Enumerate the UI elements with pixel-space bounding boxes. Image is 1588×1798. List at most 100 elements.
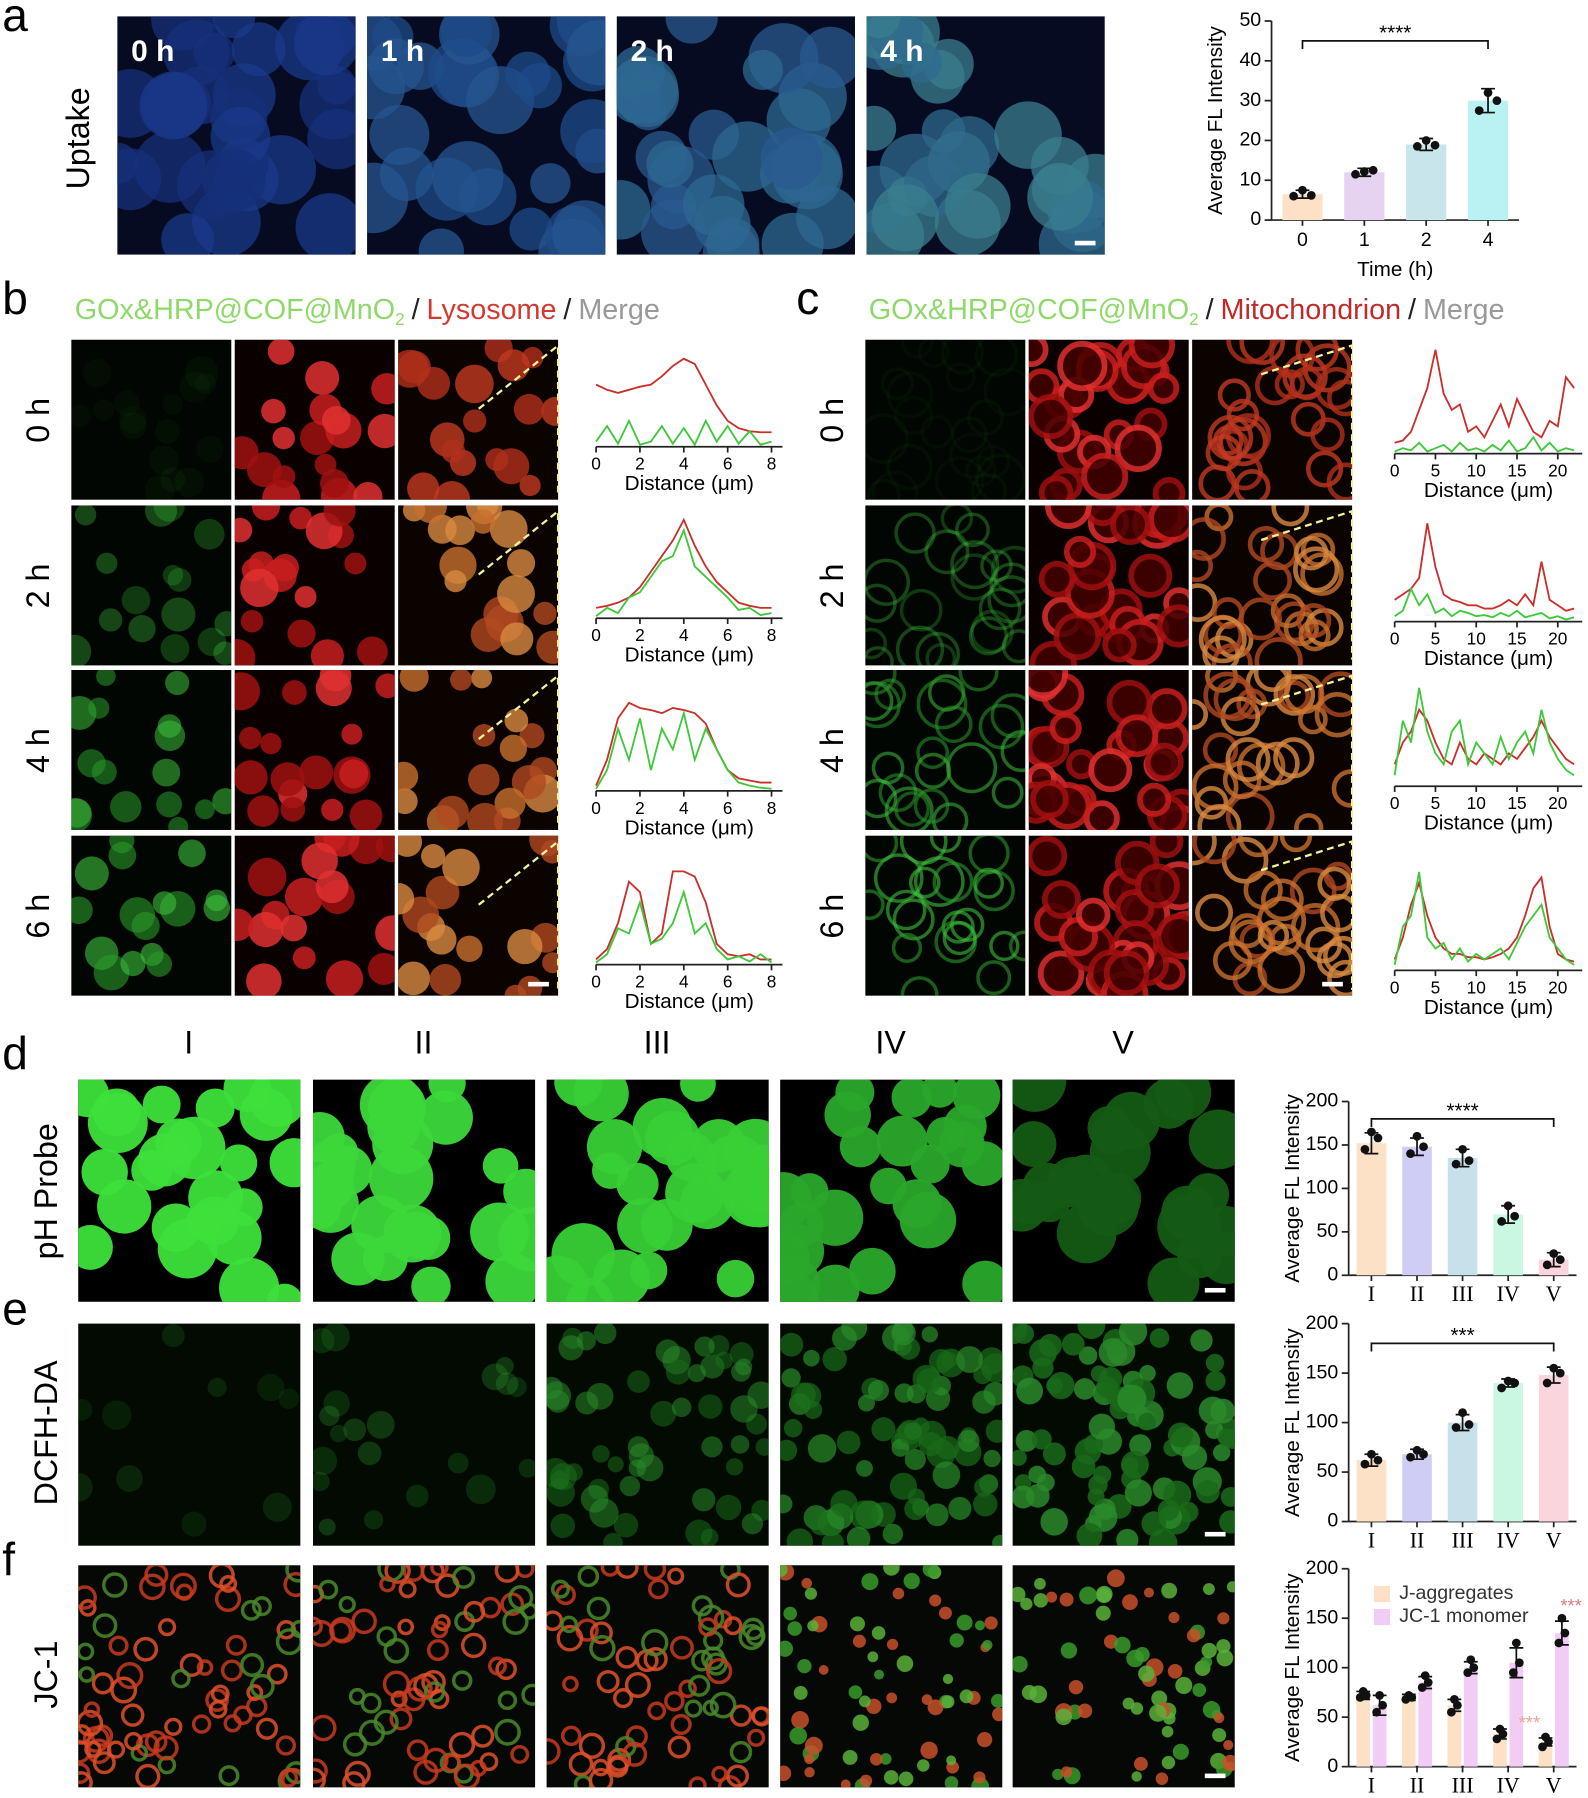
- image-background: [865, 505, 1026, 666]
- cell: [398, 883, 415, 915]
- column-label: IV: [875, 1025, 906, 1061]
- cell: [1013, 1323, 1034, 1344]
- cell: [497, 349, 530, 382]
- cell: [329, 1424, 348, 1443]
- cell: [398, 1580, 417, 1599]
- cell: [1257, 919, 1290, 952]
- profile-line: [1394, 586, 1575, 621]
- x-tick-label: II: [1410, 1773, 1425, 1797]
- cell: [1175, 1676, 1193, 1694]
- data-point: [1360, 1144, 1370, 1154]
- cell: [144, 475, 175, 500]
- x-tick-label: I: [1368, 1773, 1375, 1797]
- cells: [866, 16, 1105, 255]
- cell: [977, 1347, 1003, 1375]
- cell: [901, 42, 942, 84]
- profile-line: [1393, 707, 1575, 766]
- cell: [990, 693, 1026, 739]
- cell: [976, 960, 1012, 996]
- cell: [934, 456, 985, 500]
- cell: [1226, 1581, 1235, 1593]
- cell: [1216, 1649, 1234, 1667]
- cell: [162, 564, 184, 586]
- cell: [231, 22, 286, 77]
- cell: [925, 1503, 949, 1527]
- micrograph: [1028, 505, 1189, 666]
- x-tick-label: 0: [1390, 461, 1400, 481]
- micrograph: [234, 505, 395, 666]
- cell: [406, 1216, 451, 1260]
- cell: [1225, 737, 1271, 783]
- cell: [1155, 1772, 1169, 1785]
- cell: [576, 1331, 596, 1351]
- cell: [982, 1639, 993, 1651]
- legend-part: /: [563, 294, 571, 326]
- micrograph: [1028, 339, 1189, 500]
- cell: [865, 670, 897, 696]
- cell: [684, 1699, 703, 1718]
- cell: [1083, 1434, 1104, 1454]
- cell: [669, 1635, 694, 1660]
- x-tick-label: 2: [1421, 229, 1432, 251]
- x-tick-label: 6: [723, 625, 733, 645]
- cell: [453, 1763, 481, 1788]
- cell: [500, 622, 534, 656]
- cell: [423, 1681, 446, 1703]
- cell: [487, 1656, 507, 1676]
- x-tick-label: II: [1410, 1528, 1425, 1552]
- cell: [219, 1575, 238, 1593]
- cell: [1273, 674, 1316, 716]
- cell: [1166, 1372, 1194, 1399]
- micrograph: [866, 16, 1105, 255]
- cell: [131, 1150, 172, 1191]
- cell: [467, 802, 504, 830]
- cell: [1090, 1365, 1108, 1383]
- x-tick-label: 0: [591, 798, 601, 818]
- cell: [1012, 1449, 1027, 1466]
- cell: [131, 911, 160, 941]
- cell: [1137, 782, 1172, 817]
- cell: [636, 1454, 664, 1482]
- cell: [870, 1753, 883, 1766]
- image-label: 2 h: [631, 35, 674, 68]
- line-scan: [1260, 674, 1354, 825]
- cell: [171, 1668, 191, 1689]
- cell: [989, 930, 1020, 962]
- cell: [1012, 1586, 1026, 1603]
- cell: [97, 1179, 152, 1234]
- data-point: [1367, 1449, 1376, 1459]
- cell: [946, 742, 998, 794]
- cell: [789, 1726, 808, 1745]
- legend-part: Mitochondrion: [1221, 294, 1402, 326]
- cell: [278, 1768, 299, 1788]
- row-label: 4 h: [814, 728, 850, 773]
- cell: [406, 1739, 429, 1761]
- cell: [1152, 477, 1186, 500]
- cell: [160, 634, 190, 663]
- cell: [471, 670, 493, 689]
- cell: [413, 505, 447, 523]
- cell: [247, 857, 287, 897]
- cell: [495, 1372, 519, 1396]
- cell: [650, 1400, 677, 1427]
- cell: [1188, 1109, 1235, 1170]
- cell: [1298, 704, 1328, 735]
- cell: [694, 1336, 715, 1357]
- cell: [866, 105, 897, 151]
- cell: [1198, 615, 1247, 664]
- cell: [151, 16, 215, 51]
- cell: [152, 891, 177, 915]
- cell: [1114, 1636, 1131, 1654]
- micrograph: [78, 1079, 301, 1302]
- cell: [989, 562, 1026, 608]
- cell: [1172, 1743, 1189, 1760]
- cell: [312, 1758, 328, 1784]
- cell: [691, 1595, 713, 1617]
- cell: [367, 952, 395, 985]
- cell: [1059, 1592, 1074, 1607]
- cell: [1012, 1185, 1047, 1225]
- row-label: 4 h: [20, 728, 56, 773]
- cell: [1114, 424, 1162, 473]
